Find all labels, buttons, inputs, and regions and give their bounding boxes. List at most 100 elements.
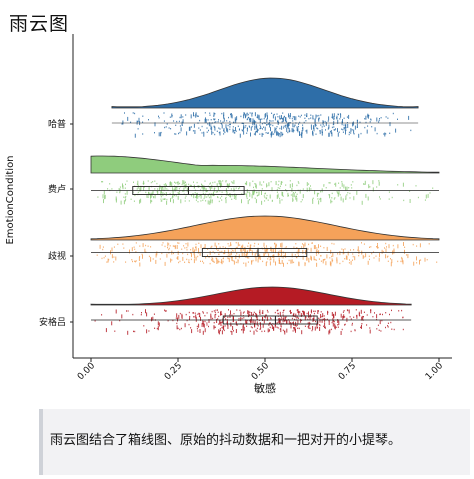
rain-point bbox=[253, 121, 255, 126]
rain-point bbox=[269, 261, 271, 266]
rain-point bbox=[214, 181, 216, 183]
rain-point bbox=[134, 133, 136, 138]
rain-point bbox=[251, 260, 252, 262]
rain-point bbox=[257, 258, 259, 263]
rain-point bbox=[125, 198, 127, 201]
rain-point bbox=[316, 324, 318, 329]
rain-point bbox=[243, 253, 245, 257]
rain-point bbox=[178, 120, 180, 123]
rain-point bbox=[133, 181, 134, 183]
rain-point bbox=[285, 246, 287, 248]
rain-point bbox=[291, 312, 292, 314]
rain-point bbox=[164, 185, 166, 190]
rain-point bbox=[391, 259, 393, 264]
rain-point bbox=[424, 257, 426, 262]
rain-point bbox=[328, 320, 330, 322]
rain-point bbox=[379, 118, 380, 120]
rain-point bbox=[329, 131, 331, 133]
rain-point bbox=[310, 124, 312, 129]
rain-point bbox=[216, 260, 218, 264]
rain-point bbox=[172, 190, 174, 195]
rain-point bbox=[193, 251, 195, 256]
rain-point bbox=[364, 126, 366, 129]
rain-point bbox=[267, 132, 269, 134]
rain-point bbox=[221, 330, 223, 335]
rain-point bbox=[220, 311, 221, 316]
rain-point bbox=[271, 187, 273, 192]
rain-point bbox=[330, 249, 332, 254]
rain-point bbox=[320, 124, 322, 126]
rain-point bbox=[140, 198, 142, 203]
rain-point bbox=[254, 320, 256, 325]
rain-point bbox=[410, 129, 412, 132]
rain-point bbox=[280, 181, 282, 185]
rain-point bbox=[293, 261, 295, 264]
rain-point bbox=[181, 183, 183, 186]
rain-point bbox=[230, 195, 232, 197]
rain-point bbox=[317, 128, 319, 130]
rain-point bbox=[363, 256, 365, 258]
rain-point bbox=[196, 181, 198, 184]
rain-point bbox=[161, 186, 163, 189]
rain-point bbox=[349, 197, 351, 199]
rain-point bbox=[143, 180, 145, 185]
rain-point bbox=[416, 245, 418, 247]
rain-point bbox=[316, 192, 318, 197]
rain-point bbox=[248, 242, 250, 244]
rain-point bbox=[277, 120, 278, 123]
rain-point bbox=[217, 311, 219, 313]
rain-point bbox=[307, 318, 309, 321]
rain-point bbox=[222, 180, 224, 182]
rain-point bbox=[372, 180, 374, 185]
rain-point bbox=[179, 260, 181, 263]
rain-point bbox=[229, 253, 231, 258]
rain-point bbox=[235, 194, 237, 196]
rain-point bbox=[257, 243, 259, 245]
rain-point bbox=[254, 197, 256, 199]
rain-point bbox=[345, 195, 347, 200]
rain-point bbox=[428, 243, 430, 245]
rain-point bbox=[206, 131, 208, 133]
rain-point bbox=[248, 310, 250, 313]
rain-point bbox=[262, 323, 264, 328]
rain-point bbox=[334, 325, 336, 330]
rain-point bbox=[392, 112, 394, 115]
rain-point bbox=[103, 190, 105, 195]
rain-point bbox=[177, 242, 179, 244]
rain-point bbox=[218, 127, 220, 129]
rain-point bbox=[185, 313, 187, 316]
rain-point bbox=[281, 253, 283, 258]
rain-point bbox=[259, 181, 261, 186]
rain-point bbox=[242, 130, 244, 132]
rain-point bbox=[343, 310, 345, 312]
rain-point bbox=[245, 125, 247, 127]
rain-point bbox=[133, 200, 135, 202]
rain-point bbox=[233, 122, 235, 124]
rain-point bbox=[276, 322, 278, 324]
rain-point bbox=[331, 197, 333, 199]
rain-point bbox=[172, 193, 174, 198]
rain-point bbox=[328, 194, 330, 196]
rain-point bbox=[361, 242, 362, 244]
rain-point bbox=[151, 317, 152, 322]
rain-point bbox=[312, 130, 313, 135]
rain-point bbox=[310, 185, 311, 187]
rain-point bbox=[247, 245, 249, 247]
rain-point bbox=[409, 199, 411, 203]
rain-point bbox=[266, 197, 268, 199]
rain-point bbox=[286, 128, 288, 132]
rain-point bbox=[209, 114, 211, 116]
rain-point bbox=[202, 187, 204, 189]
rain-point bbox=[313, 312, 315, 315]
rain-point bbox=[230, 188, 232, 190]
rain-point bbox=[244, 249, 246, 254]
rain-point bbox=[276, 131, 278, 136]
rain-point bbox=[331, 242, 333, 245]
rain-point bbox=[269, 322, 271, 324]
rain-point bbox=[161, 191, 162, 193]
rain-point bbox=[194, 186, 195, 189]
rain-point bbox=[245, 254, 247, 258]
rain-point bbox=[342, 129, 344, 131]
rain-point bbox=[293, 327, 295, 329]
rain-point bbox=[244, 193, 246, 195]
